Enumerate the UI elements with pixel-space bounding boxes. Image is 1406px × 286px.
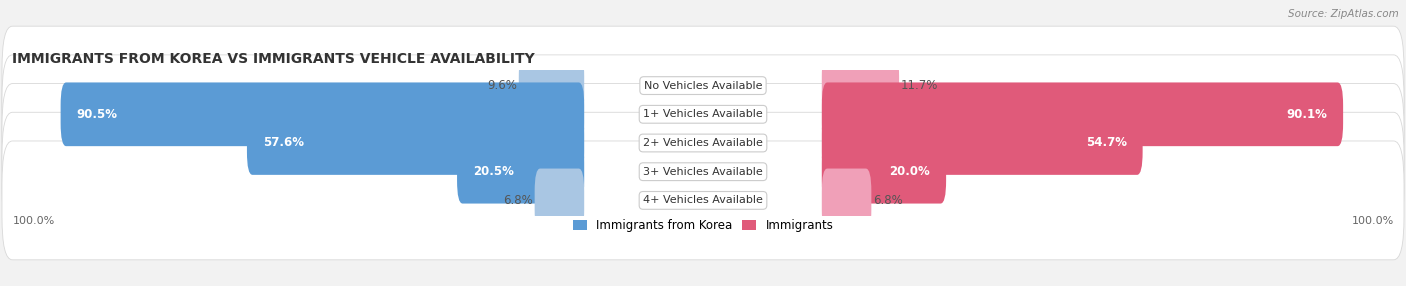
FancyBboxPatch shape <box>247 111 585 175</box>
Text: 3+ Vehicles Available: 3+ Vehicles Available <box>643 167 763 177</box>
Text: 100.0%: 100.0% <box>13 217 55 227</box>
FancyBboxPatch shape <box>821 111 1143 175</box>
FancyBboxPatch shape <box>1 84 1405 202</box>
Text: 20.0%: 20.0% <box>890 165 931 178</box>
FancyBboxPatch shape <box>821 54 898 118</box>
FancyBboxPatch shape <box>457 140 585 204</box>
FancyBboxPatch shape <box>821 82 1343 146</box>
FancyBboxPatch shape <box>1 55 1405 174</box>
FancyBboxPatch shape <box>1 141 1405 260</box>
FancyBboxPatch shape <box>821 168 872 232</box>
Text: 6.8%: 6.8% <box>873 194 903 207</box>
Text: No Vehicles Available: No Vehicles Available <box>644 81 762 91</box>
Text: 1+ Vehicles Available: 1+ Vehicles Available <box>643 109 763 119</box>
FancyBboxPatch shape <box>1 112 1405 231</box>
Text: 4+ Vehicles Available: 4+ Vehicles Available <box>643 195 763 205</box>
Text: 100.0%: 100.0% <box>1351 217 1393 227</box>
Text: 9.6%: 9.6% <box>488 79 517 92</box>
FancyBboxPatch shape <box>1 26 1405 145</box>
Text: 6.8%: 6.8% <box>503 194 533 207</box>
Text: 2+ Vehicles Available: 2+ Vehicles Available <box>643 138 763 148</box>
FancyBboxPatch shape <box>519 54 585 118</box>
Text: 54.7%: 54.7% <box>1085 136 1126 150</box>
Text: IMMIGRANTS FROM KOREA VS IMMIGRANTS VEHICLE AVAILABILITY: IMMIGRANTS FROM KOREA VS IMMIGRANTS VEHI… <box>13 52 536 66</box>
Legend: Immigrants from Korea, Immigrants: Immigrants from Korea, Immigrants <box>568 214 838 237</box>
Text: Source: ZipAtlas.com: Source: ZipAtlas.com <box>1288 9 1399 19</box>
Text: 11.7%: 11.7% <box>900 79 938 92</box>
FancyBboxPatch shape <box>534 168 585 232</box>
Text: 90.5%: 90.5% <box>76 108 118 121</box>
FancyBboxPatch shape <box>821 140 946 204</box>
Text: 57.6%: 57.6% <box>263 136 304 150</box>
Text: 90.1%: 90.1% <box>1286 108 1327 121</box>
FancyBboxPatch shape <box>60 82 585 146</box>
Text: 20.5%: 20.5% <box>472 165 513 178</box>
